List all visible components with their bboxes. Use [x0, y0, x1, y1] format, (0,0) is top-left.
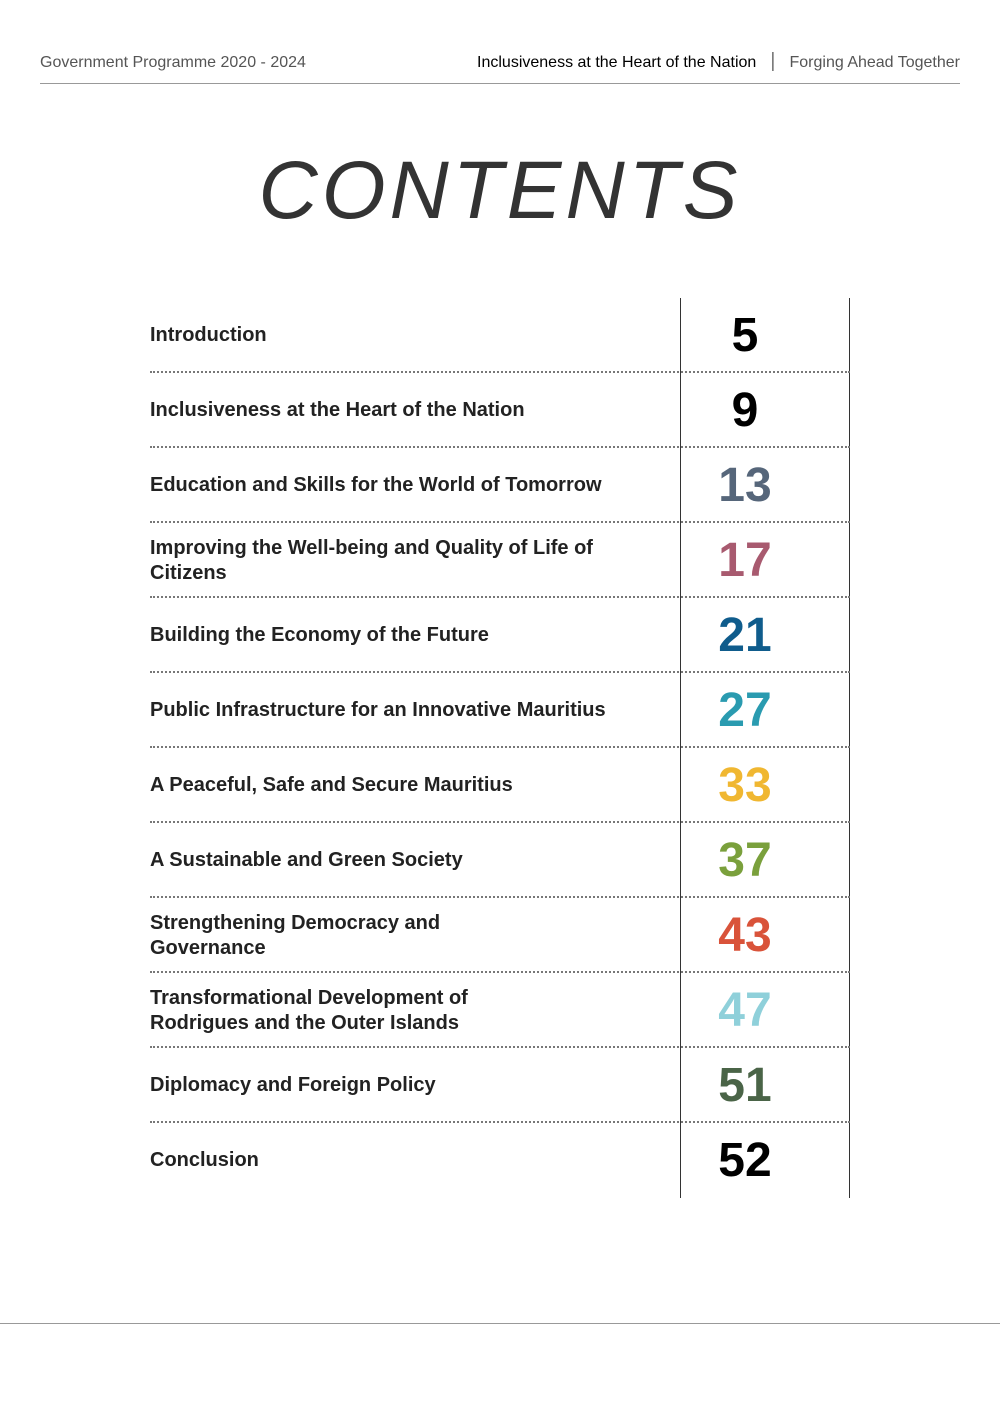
toc-entry-title: Conclusion — [150, 1148, 640, 1173]
toc-entry-page: 52 — [640, 1133, 850, 1188]
toc-entry-title: Transformational Development ofRodrigues… — [150, 986, 640, 1036]
toc-entry-title: Building the Economy of the Future — [150, 623, 640, 648]
toc-entry[interactable]: Conclusion52 — [150, 1123, 850, 1198]
toc-entry-title: Strengthening Democracy andGovernance — [150, 911, 640, 961]
toc-entry-title: A Peaceful, Safe and Secure Mauritius — [150, 773, 640, 798]
toc-entry[interactable]: Introduction5 — [150, 298, 850, 373]
toc-entry-title: Public Infrastructure for an Innovative … — [150, 698, 640, 723]
header: Government Programme 2020 - 2024 Inclusi… — [40, 50, 960, 84]
toc-entry[interactable]: Public Infrastructure for an Innovative … — [150, 673, 850, 748]
toc-entry-title: Diplomacy and Foreign Policy — [150, 1073, 640, 1098]
toc-entry-title: A Sustainable and Green Society — [150, 848, 640, 873]
toc-entry-page: 5 — [640, 308, 850, 363]
toc-entry-page: 27 — [640, 683, 850, 738]
header-sep: | — [770, 50, 775, 73]
toc-entry[interactable]: Education and Skills for the World of To… — [150, 448, 850, 523]
toc-entry-page: 37 — [640, 833, 850, 888]
toc-entry-title: Introduction — [150, 323, 640, 348]
toc-entry[interactable]: Building the Economy of the Future21 — [150, 598, 850, 673]
toc-entry[interactable]: Improving the Well-being and Quality of … — [150, 523, 850, 598]
toc-entry[interactable]: A Sustainable and Green Society37 — [150, 823, 850, 898]
header-right: Inclusiveness at the Heart of the Nation… — [477, 50, 960, 73]
toc-entry[interactable]: Strengthening Democracy andGovernance43 — [150, 898, 850, 973]
toc-entry[interactable]: Diplomacy and Foreign Policy51 — [150, 1048, 850, 1123]
table-of-contents: Introduction5Inclusiveness at the Heart … — [150, 298, 850, 1198]
toc-entry-title: Improving the Well-being and Quality of … — [150, 536, 640, 586]
header-center: Inclusiveness at the Heart of the Nation — [477, 54, 756, 72]
header-left: Government Programme 2020 - 2024 — [40, 54, 306, 72]
page-title: CONTENTS — [40, 144, 960, 238]
page: Government Programme 2020 - 2024 Inclusi… — [0, 0, 1000, 1414]
toc-entry-page: 51 — [640, 1058, 850, 1113]
toc-entry[interactable]: Transformational Development ofRodrigues… — [150, 973, 850, 1048]
toc-entry[interactable]: A Peaceful, Safe and Secure Mauritius33 — [150, 748, 850, 823]
toc-entry-title: Education and Skills for the World of To… — [150, 473, 640, 498]
toc-entry-page: 13 — [640, 458, 850, 513]
header-subtitle: Forging Ahead Together — [790, 54, 961, 72]
toc-entry-page: 43 — [640, 908, 850, 963]
footer-line — [0, 1323, 1000, 1324]
toc-entry-title: Inclusiveness at the Heart of the Nation — [150, 398, 640, 423]
toc-entry-page: 33 — [640, 758, 850, 813]
toc-entry-page: 47 — [640, 983, 850, 1038]
toc-entry-page: 9 — [640, 383, 850, 438]
toc-entry-page: 17 — [640, 533, 850, 588]
toc-entry[interactable]: Inclusiveness at the Heart of the Nation… — [150, 373, 850, 448]
toc-entry-page: 21 — [640, 608, 850, 663]
